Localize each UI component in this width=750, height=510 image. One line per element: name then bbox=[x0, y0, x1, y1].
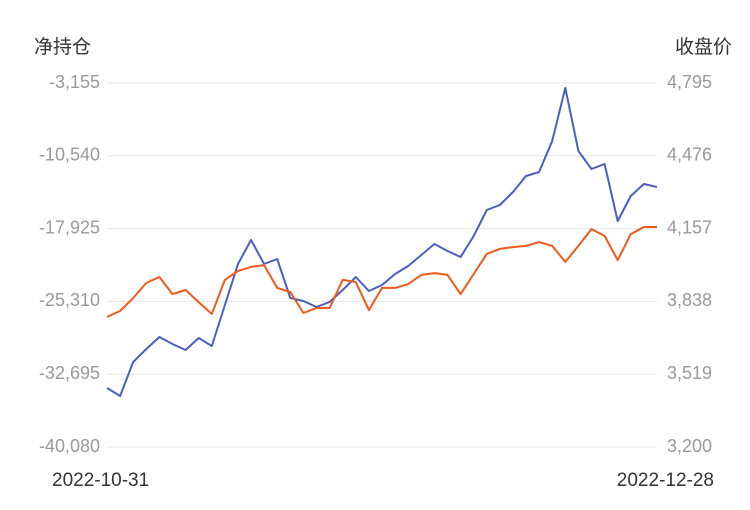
y-axis-title: 净持仓 bbox=[34, 36, 91, 58]
x-tick-label: 2022-10-31 bbox=[52, 470, 149, 491]
y2-tick-label: 4,795 bbox=[667, 72, 712, 92]
y-tick-label: -3,155 bbox=[49, 72, 100, 92]
y2-tick-label: 3,200 bbox=[667, 436, 712, 456]
series-line bbox=[106, 226, 657, 318]
y2-tick-label: 4,157 bbox=[667, 217, 712, 237]
y2-tick-label: 3,519 bbox=[667, 363, 712, 383]
y-tick-label: -10,540 bbox=[39, 145, 100, 165]
y-tick-label: -25,310 bbox=[39, 290, 100, 310]
y2-axis-title: 收盘价 bbox=[675, 36, 732, 58]
series-line bbox=[106, 87, 658, 397]
y-tick-label: -40,080 bbox=[39, 436, 100, 456]
y2-tick-label: 3,838 bbox=[667, 290, 712, 310]
y-tick-label: -17,925 bbox=[39, 217, 100, 237]
y2-tick-label: 4,476 bbox=[667, 145, 712, 165]
y-tick-label: -32,695 bbox=[39, 363, 100, 383]
x-tick-label: 2022-12-28 bbox=[617, 470, 714, 491]
